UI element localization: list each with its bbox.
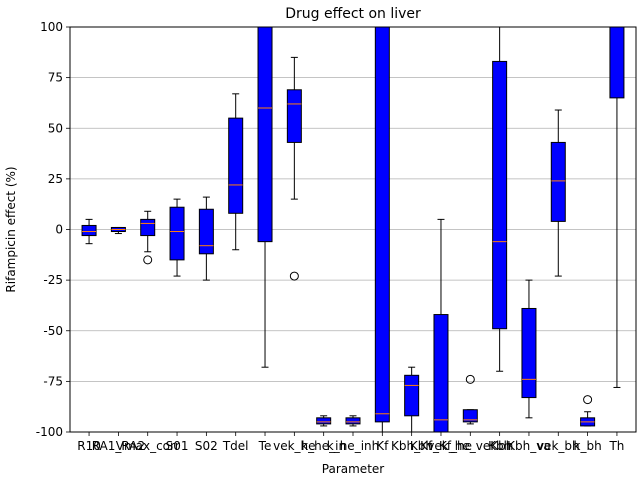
box-vek_he_veKbh — [462, 374, 478, 425]
outlier-point — [465, 374, 475, 384]
box-body — [521, 307, 537, 399]
x-tick-label: S01 — [166, 439, 189, 453]
box-k_he_inh — [345, 415, 361, 427]
box-S02 — [198, 196, 214, 281]
x-tick-label: vek_he — [273, 439, 315, 453]
x-tick-label: Kbh_va — [507, 439, 551, 453]
box-Kf — [374, 26, 390, 432]
box-vek_he — [286, 56, 302, 281]
x-tick-label: Vmax_corr — [116, 439, 180, 453]
box-body — [140, 218, 156, 237]
x-tick-label: vek_bh — [537, 439, 580, 453]
y-tick-label: -50 — [43, 324, 63, 338]
y-ticks: -100 -75 -50 -25 0 25 50 75 100 — [36, 20, 70, 439]
box-Th — [609, 26, 625, 388]
box-body — [492, 60, 508, 330]
y-tick-label: -100 — [36, 425, 63, 439]
x-tick-label: Te — [258, 439, 272, 453]
box-body — [550, 141, 566, 222]
box-Kbh_Kf — [404, 366, 420, 432]
box-body — [609, 26, 625, 99]
x-tick-label: RA1_RA2 — [92, 439, 145, 453]
box-k_bh — [580, 395, 596, 427]
box-R10 — [81, 218, 97, 245]
chart-title: Drug effect on liver — [285, 6, 421, 22]
x-tick-label: Kf — [376, 439, 389, 453]
x-tick-label: k_he_inh — [327, 439, 379, 453]
y-tick-label: 75 — [48, 71, 63, 85]
x-tick-label: Th — [608, 439, 624, 453]
boxes — [81, 26, 625, 433]
x-tick-label: Tdel — [222, 439, 249, 453]
box-RA1_RA2 — [110, 226, 126, 235]
y-tick-label: 25 — [48, 172, 63, 186]
box-Kbh_va — [521, 279, 537, 419]
x-tick-label: Kbh_Kf_he — [410, 439, 472, 453]
box-Tdel — [228, 93, 244, 251]
y-tick-label: 0 — [55, 223, 63, 237]
x-tick-label: S02 — [195, 439, 218, 453]
box-body — [228, 117, 244, 214]
box-body — [404, 374, 420, 417]
box-vek_bh — [550, 109, 566, 277]
box-body — [345, 417, 361, 425]
outlier-point — [583, 395, 593, 405]
box-body — [374, 26, 390, 423]
y-tick-label: 50 — [48, 121, 63, 135]
x-tick-label: vek_he_veKbh — [427, 439, 513, 453]
box-body — [286, 89, 302, 143]
outlier-point — [289, 271, 299, 281]
outlier-point — [143, 255, 153, 265]
box-S01 — [169, 198, 185, 277]
y-tick-label: -25 — [43, 273, 63, 287]
box-body — [169, 206, 185, 261]
y-tick-label: 100 — [40, 20, 63, 34]
box-body — [257, 26, 273, 243]
box-Vmax_corr — [140, 210, 156, 265]
y-tick-label: -75 — [43, 374, 63, 388]
box-body — [462, 409, 478, 423]
box-body — [433, 314, 449, 433]
box-body — [198, 208, 214, 255]
box-body — [81, 224, 97, 237]
x-tick-label: Kbh_Kf — [391, 439, 433, 453]
x-tick-label: k_he_in — [301, 439, 346, 453]
box-Kbh — [492, 27, 508, 372]
x-tick-label: k_bh — [574, 439, 602, 453]
x-axis-label: Parameter — [322, 462, 384, 476]
x-tick-label: Kbh — [488, 439, 511, 453]
box-k_he_in — [316, 415, 332, 427]
x-tick-label: R10 — [77, 439, 101, 453]
y-axis-label: Rifampicin effect (%) — [4, 166, 18, 292]
box-body — [316, 417, 332, 425]
